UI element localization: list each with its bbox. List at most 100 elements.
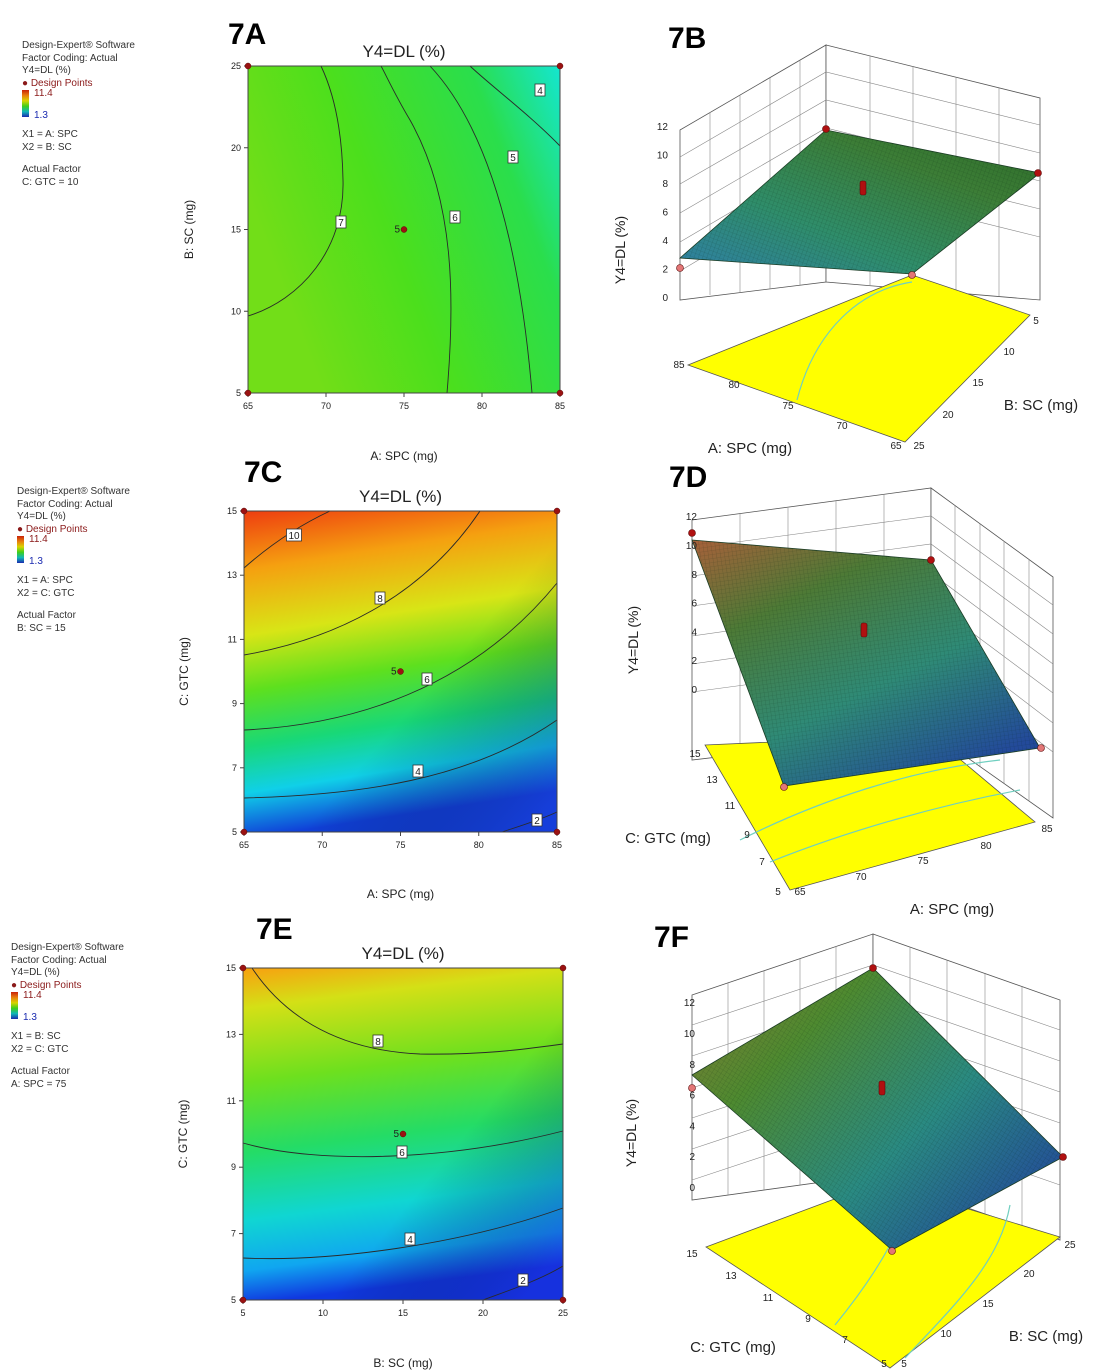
z-axis-label: Y4=DL (%) <box>612 216 628 284</box>
y-tick-label: 5 <box>881 1359 887 1370</box>
design-point <box>559 1296 567 1304</box>
legend-color-scale: 11.4 1.3 <box>11 990 124 1023</box>
design-point <box>676 264 684 272</box>
y-tick-label: 11 <box>227 1096 236 1106</box>
legend-max: 11.4 <box>34 88 53 99</box>
y-tick-label: 15 <box>227 506 237 516</box>
x-tick-label: 25 <box>558 1308 568 1318</box>
y-axis-label: B: SC (mg) <box>1004 397 1078 414</box>
x-tick-label: 80 <box>728 380 740 391</box>
contour-label: 10 <box>288 531 300 542</box>
y-tick-label: 20 <box>231 143 241 153</box>
z-tick-label: 6 <box>691 599 697 610</box>
floor-contour <box>686 274 1031 443</box>
x-tick-label: 75 <box>395 840 405 850</box>
design-point <box>822 125 830 133</box>
center-point-count: 5 <box>391 667 397 678</box>
y-tick-label: 11 <box>228 634 237 644</box>
y-tick-label: 5 <box>236 388 241 398</box>
legend-min: 1.3 <box>34 110 48 121</box>
x-tick-label: 80 <box>474 840 484 850</box>
contour-label-box <box>374 591 386 605</box>
floor-contour-line <box>739 759 1001 841</box>
legend-color-scale: 11.4 1.3 <box>17 534 130 567</box>
y-tick-label: 10 <box>231 306 241 316</box>
legend-software: Design-Expert® Software <box>17 486 130 497</box>
contour-label: 4 <box>415 767 421 778</box>
legend-response: Y4=DL (%) <box>11 967 60 978</box>
legend-7c: Design-Expert® Software Factor Coding: A… <box>17 486 130 635</box>
x-tick-label: 10 <box>940 1329 952 1340</box>
legend-x1: X1 = B: SC <box>11 1031 61 1042</box>
chart-title: Y4=DL (%) <box>363 42 446 61</box>
contour-line <box>243 510 331 569</box>
y-tick-label: 9 <box>744 830 750 841</box>
x-tick-label: 15 <box>982 1299 994 1310</box>
z-tick-label: 10 <box>657 151 669 162</box>
legend-x2: X2 = B: SC <box>22 141 72 153</box>
z-tick-label: 0 <box>689 1183 695 1194</box>
z-tick-label: 8 <box>662 179 668 190</box>
legend-max: 11.4 <box>23 990 42 1001</box>
z-tick-label: 4 <box>689 1121 695 1132</box>
surface-plot-7d: 0 2 4 6 8 10 12 65 70 75 80 85 5 7 9 11 13 15 Y4=DL (%) A: … <box>625 487 1054 918</box>
x-tick-label: 80 <box>477 401 487 411</box>
y-axis-label: C: GTC (mg) <box>690 1339 776 1356</box>
contour-line <box>251 967 564 1055</box>
y-tick-label: 20 <box>942 410 954 421</box>
y-tick-label: 11 <box>725 801 736 812</box>
contour-label: 8 <box>375 1037 381 1048</box>
contour-line <box>380 65 452 394</box>
contour-label: 5 <box>510 153 516 164</box>
contour-label: 4 <box>407 1235 413 1246</box>
surface-mesh <box>692 968 1063 1250</box>
contour-label-box <box>517 1273 529 1287</box>
legend-color-scale: 11.4 1.3 <box>22 88 135 121</box>
y-tick-label: 25 <box>913 441 925 452</box>
y-tick-label: 13 <box>226 1029 236 1039</box>
x-tick-label: 10 <box>318 1308 328 1318</box>
design-point <box>1037 744 1045 752</box>
z-axis-label: Y4=DL (%) <box>623 1099 639 1167</box>
x-tick-label: 75 <box>917 856 929 867</box>
x-tick-label: 70 <box>317 840 327 850</box>
center-point-count: 5 <box>393 1129 399 1140</box>
legend-min: 1.3 <box>29 556 43 567</box>
contour-label: 6 <box>424 675 430 686</box>
legend-software: Design-Expert® Software <box>22 40 135 51</box>
legend-actual-factor: Actual Factor <box>11 1066 70 1077</box>
design-point <box>400 226 408 233</box>
design-point <box>927 556 935 564</box>
y-axis-label: C: GTC (mg) <box>176 1100 190 1169</box>
z-axis-label: Y4=DL (%) <box>625 606 641 674</box>
contour-label: 8 <box>377 594 383 605</box>
legend-min: 1.3 <box>23 1012 37 1023</box>
x-tick-label: 85 <box>555 401 565 411</box>
design-point <box>240 828 248 836</box>
legend-coding: Factor Coding: Actual <box>22 52 118 64</box>
y-tick-label: 9 <box>232 699 237 709</box>
design-point <box>869 964 877 972</box>
chart-title: Y4=DL (%) <box>359 487 442 506</box>
y-axis-label: C: GTC (mg) <box>625 830 711 847</box>
contour-line <box>429 65 533 394</box>
contour-line <box>242 1130 564 1158</box>
contour-label: 2 <box>534 816 540 827</box>
contour-label-box <box>412 764 424 778</box>
z-tick-label: 2 <box>691 656 697 667</box>
center-design-points <box>860 622 868 638</box>
y-axis-label: C: GTC (mg) <box>177 637 191 706</box>
legend-x1: X1 = A: SPC <box>22 129 78 140</box>
design-point <box>239 964 247 972</box>
legend-coding: Factor Coding: Actual <box>11 954 107 966</box>
contour-label: 2 <box>520 1276 526 1287</box>
panel-label-7f: 7F <box>654 921 690 954</box>
contour-label-box <box>534 83 546 97</box>
contour-label-box <box>335 215 347 229</box>
x-axis-label: B: SC (mg) <box>1009 1328 1083 1345</box>
y-tick-label: 5 <box>232 827 237 837</box>
z-tick-label: 2 <box>689 1152 695 1163</box>
legend-coding: Factor Coding: Actual <box>17 498 113 510</box>
